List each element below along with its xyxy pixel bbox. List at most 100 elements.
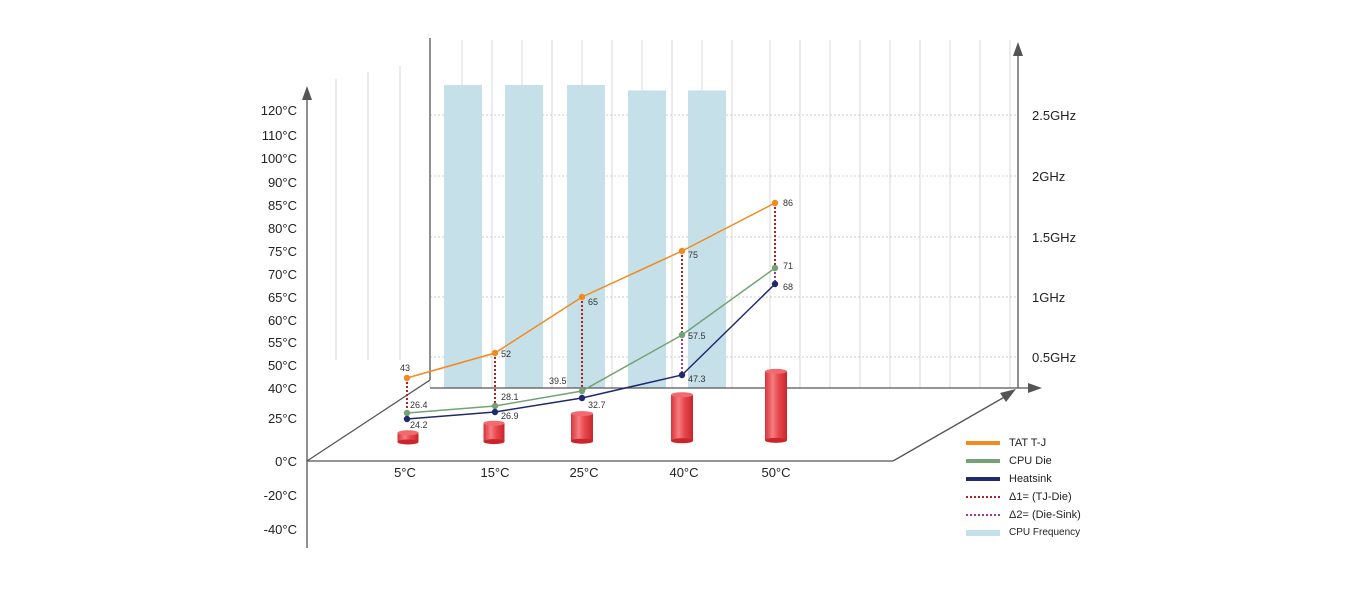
left-axis-arrow (302, 86, 312, 100)
y-tick-label: 0°C (275, 454, 297, 469)
y-tick-label: 40°C (268, 381, 297, 396)
y-tick-label: 90°C (268, 175, 297, 190)
series-point (403, 374, 411, 382)
series-point (771, 264, 779, 272)
data-label: 86 (783, 198, 793, 208)
cylinder-top (483, 420, 505, 426)
legend: TAT T-J CPU Die Heatsink Δ1= (TJ-Die) Δ2… (966, 434, 1166, 542)
series-point (491, 408, 499, 416)
frequency-bar (628, 90, 666, 389)
frequency-bar (505, 85, 543, 388)
floor-right-arrow (1000, 389, 1016, 402)
data-label: 75 (688, 250, 698, 260)
legend-label-tat: TAT T-J (1009, 437, 1047, 449)
y-tick-label: 55°C (268, 335, 297, 350)
legend-item-heatsink: Heatsink (966, 470, 1166, 488)
series-point (771, 199, 779, 207)
data-label: 26.9 (501, 411, 519, 421)
left-axis-ticks: 120°C 110°C 100°C 90°C 85°C 80°C 75°C 70°C 65°C 6… (261, 103, 297, 537)
floor-left-edge (306, 379, 431, 462)
data-label: 26.4 (410, 400, 428, 410)
series-point (678, 371, 686, 379)
series-point (578, 394, 586, 402)
cylinder-base (571, 438, 593, 444)
legend-swatch-tat (966, 441, 1000, 445)
right-axis-arrow (1013, 42, 1023, 56)
difference-cylinder (397, 432, 419, 442)
frequency-bar (444, 85, 482, 388)
legend-label-delta1: Δ1= (TJ-Die) (1009, 491, 1072, 503)
y-tick-label: 65°C (268, 290, 297, 305)
x-tick-label: 5°C (394, 465, 416, 480)
y-tick-label: 120°C (261, 103, 297, 118)
series-point (678, 331, 686, 339)
frequency-bar (567, 85, 605, 388)
y-tick-label: 110°C (262, 128, 297, 143)
legend-item-tat: TAT T-J (966, 434, 1166, 452)
cylinder-top (571, 411, 593, 417)
series-point (491, 349, 499, 357)
x-tick-label: 40°C (669, 465, 698, 480)
difference-cylinder (571, 413, 593, 442)
y-tick-label: 50°C (268, 358, 297, 373)
cylinder-top (671, 392, 693, 398)
cpu-frequency-bars (444, 85, 726, 389)
series-point (578, 387, 586, 395)
y2-tick-label: 1GHz (1032, 290, 1065, 305)
series-point (578, 293, 586, 301)
cylinder-base (483, 439, 505, 445)
data-label: 47.3 (688, 374, 706, 384)
legend-swatch-delta2 (966, 514, 1000, 516)
data-label: 39.5 (549, 376, 567, 386)
data-label: 57.5 (688, 331, 706, 341)
data-label: 24.2 (410, 420, 428, 430)
series-point (678, 247, 686, 255)
difference-cylinder (765, 371, 787, 441)
y-tick-label: 100°C (261, 151, 297, 166)
legend-swatch-heatsink (966, 477, 1000, 481)
legend-item-delta1: Δ1= (TJ-Die) (966, 488, 1166, 506)
y-tick-label: 85°C (268, 198, 297, 213)
difference-cylinder (483, 423, 505, 442)
temperature-series (403, 199, 779, 423)
data-label: 52 (501, 349, 511, 359)
y-tick-label: 80°C (268, 221, 297, 236)
difference-cylinders (397, 368, 787, 445)
back-floor-arrow (1028, 383, 1042, 393)
difference-cylinder (671, 394, 693, 441)
legend-item-cpu-die: CPU Die (966, 452, 1166, 470)
cylinder-top (765, 368, 787, 374)
cylinder-base (671, 438, 693, 444)
legend-item-frequency: CPU Frequency (966, 524, 1166, 542)
chart-axes (302, 38, 1042, 548)
series-point (771, 280, 779, 288)
y2-tick-label: 2GHz (1032, 169, 1065, 184)
data-label: 71 (783, 261, 793, 271)
data-labels: 43 52 65 75 86 26.4 28.1 39.5 57.5 71 24.2 26.9 32.7… (400, 198, 793, 430)
legend-item-delta2: Δ2= (Die-Sink) (966, 506, 1166, 524)
series-point (403, 415, 411, 423)
y2-tick-label: 1.5GHz (1032, 230, 1076, 245)
floor-right-edge (892, 394, 1009, 462)
legend-swatch-cpu-die (966, 459, 1000, 463)
y-tick-label: -40°C (264, 522, 297, 537)
y-tick-label: 70°C (268, 267, 297, 282)
cylinder-base (397, 439, 419, 445)
data-label: 68 (783, 282, 793, 292)
back-wall-grid (335, 40, 1018, 388)
legend-label-heatsink: Heatsink (1009, 473, 1052, 485)
data-label: 43 (400, 363, 410, 373)
cylinder-base (765, 437, 787, 443)
y-tick-label: 60°C (268, 313, 297, 328)
legend-label-delta2: Δ2= (Die-Sink) (1009, 509, 1081, 521)
data-label: 32.7 (588, 400, 606, 410)
legend-label-cpu-die: CPU Die (1009, 455, 1052, 467)
y-tick-label: -20°C (264, 488, 297, 503)
data-label: 65 (588, 297, 598, 307)
x-tick-label: 25°C (569, 465, 598, 480)
frequency-bar (688, 90, 726, 389)
right-axis-ticks: 2.5GHz 2GHz 1.5GHz 1GHz 0.5GHz (1032, 108, 1076, 365)
cylinder-top (397, 430, 419, 436)
x-axis-ticks: 5°C 15°C 25°C 40°C 50°C (394, 465, 790, 480)
